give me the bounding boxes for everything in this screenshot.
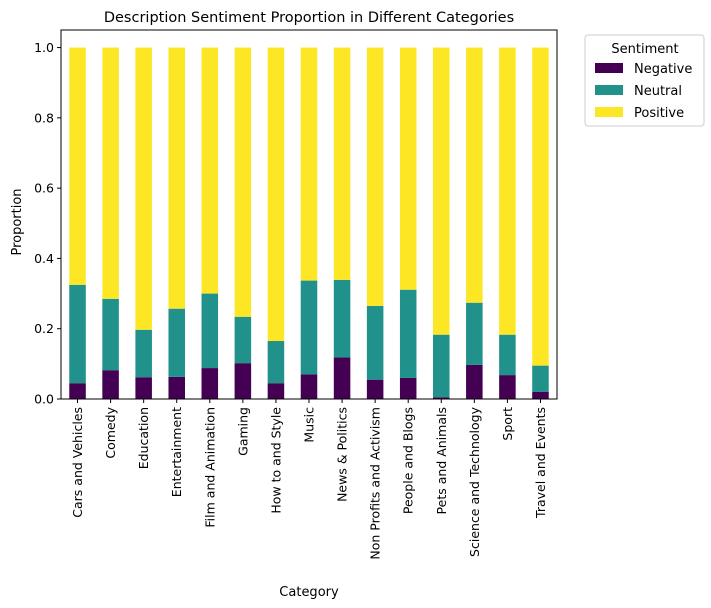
x-tick-label: News & Politics	[335, 407, 350, 502]
bar-negative	[466, 364, 483, 399]
legend-title: Sentiment	[611, 42, 678, 57]
bar-positive	[366, 47, 384, 306]
bar-negative	[234, 363, 252, 399]
bar-neutral	[234, 316, 252, 364]
bar-neutral	[267, 341, 285, 384]
bar-positive	[300, 47, 318, 281]
y-tick-label: 1.0	[34, 40, 54, 55]
bar-neutral	[135, 329, 152, 378]
bar-neutral	[333, 279, 351, 358]
x-tick-label: Music	[302, 407, 317, 443]
legend-swatch-neutral	[595, 85, 623, 95]
bar-neutral	[69, 284, 86, 384]
x-tick-label: Science and Technology	[467, 406, 482, 557]
x-tick-label: How to and Style	[268, 407, 283, 514]
bar-negative	[433, 397, 450, 399]
bar-neutral	[168, 308, 185, 377]
legend-swatch-negative	[595, 63, 623, 73]
bar-neutral	[201, 293, 219, 369]
bar-negative	[135, 377, 152, 399]
bar-neutral	[466, 302, 483, 365]
bar-positive	[267, 47, 285, 342]
x-tick-label: Cars and Vehicles	[70, 407, 85, 518]
bar-negative	[69, 383, 86, 399]
x-tick-label: People and Blogs	[401, 407, 416, 514]
x-tick-label: Non Profits and Activism	[368, 407, 383, 560]
bar-negative	[366, 379, 384, 399]
bar-positive	[135, 47, 152, 330]
x-tick-label: Film and Animation	[202, 407, 217, 528]
bar-positive	[532, 47, 549, 366]
y-tick-label: 0.4	[34, 251, 54, 266]
bar-positive	[168, 47, 185, 309]
y-axis-label: Proportion	[10, 188, 25, 255]
bar-negative	[499, 375, 516, 399]
legend-label: Positive	[634, 106, 684, 121]
bar-neutral	[433, 334, 450, 398]
x-tick-label: Education	[136, 407, 151, 469]
bar-negative	[333, 357, 351, 399]
bar-negative	[201, 368, 219, 399]
legend-swatch-positive	[595, 107, 623, 117]
legend-entries: Negative Neutral Positive	[595, 62, 692, 121]
y-tick-label: 0.6	[34, 181, 54, 196]
bar-positive	[102, 47, 119, 299]
x-tick-label: Entertainment	[169, 407, 184, 497]
bar-positive	[466, 47, 483, 303]
bar-negative	[267, 383, 285, 399]
y-axis: 0.0 0.2 0.4 0.6 0.8 1.0	[34, 40, 61, 407]
bar-neutral	[300, 280, 318, 375]
bar-negative	[532, 391, 549, 399]
bar-neutral	[366, 305, 384, 380]
x-tick-label: Gaming	[235, 407, 250, 456]
bar-negative	[300, 374, 318, 399]
y-tick-label: 0.8	[34, 110, 54, 125]
legend: Sentiment Negative Neutral Positive	[584, 34, 705, 127]
bar-neutral	[532, 365, 549, 392]
bar-positive	[234, 47, 252, 317]
bar-negative	[168, 376, 185, 399]
legend-frame	[584, 34, 705, 127]
legend-label: Neutral	[634, 84, 682, 99]
bar-positive	[201, 47, 219, 294]
bar-neutral	[499, 334, 516, 376]
chart-title: Description Sentiment Proportion in Diff…	[104, 10, 514, 26]
x-tick-label: Pets and Animals	[434, 407, 449, 514]
bar-negative	[399, 377, 417, 399]
legend-label: Negative	[634, 62, 692, 77]
bar-positive	[399, 47, 417, 290]
bar-positive	[433, 47, 450, 335]
x-tick-label: Sport	[500, 407, 515, 441]
bar-positive	[499, 47, 516, 335]
bar-neutral	[399, 289, 417, 378]
plot-bars	[69, 47, 549, 399]
y-tick-label: 0.0	[34, 392, 54, 407]
x-axis: Cars and Vehicles Comedy Education Entertai…	[70, 399, 548, 560]
x-tick-label: Travel and Events	[533, 407, 548, 519]
x-axis-label: Category	[279, 585, 339, 600]
bar-negative	[102, 370, 119, 399]
y-tick-label: 0.2	[34, 321, 54, 336]
x-tick-label: Comedy	[103, 406, 118, 458]
bar-positive	[69, 47, 86, 285]
bar-neutral	[102, 298, 119, 371]
bar-positive	[333, 47, 351, 280]
